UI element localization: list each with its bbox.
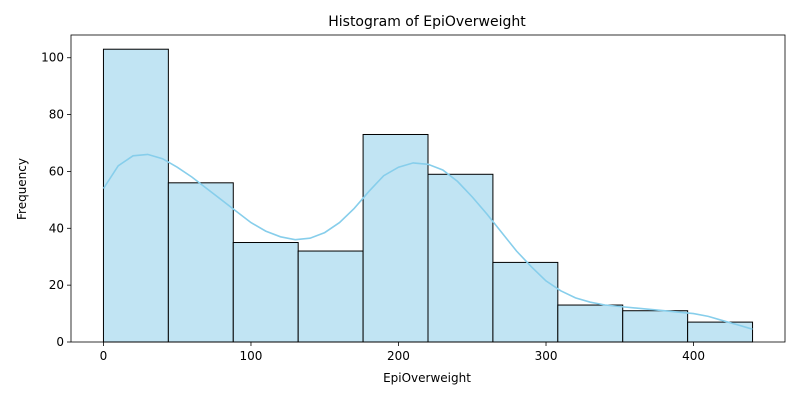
- histogram-bar: [102, 48, 169, 343]
- histogram-bar: [362, 133, 429, 343]
- y-tick-label: 40: [49, 221, 64, 235]
- chart-title: Histogram of EpiOverweight: [328, 14, 526, 30]
- histogram-bar: [297, 250, 364, 343]
- y-tick-label: 60: [49, 164, 64, 178]
- histogram-bar: [622, 310, 689, 343]
- histogram-bar: [427, 173, 494, 343]
- histogram-bar: [167, 182, 234, 343]
- histogram-bar: [557, 304, 624, 343]
- kde-curve: [102, 153, 753, 330]
- histogram-bars: [102, 48, 754, 343]
- y-tick-label: 0: [56, 335, 64, 349]
- y-tick-label: 100: [41, 51, 64, 65]
- histogram-bar: [687, 321, 754, 343]
- y-tick-label: 20: [49, 278, 64, 292]
- x-axis-ticks: 0 100 200 300 400: [100, 342, 705, 363]
- plot-area-frame: [70, 34, 786, 343]
- x-tick-label: 300: [535, 349, 558, 363]
- x-tick-label: 0: [100, 349, 108, 363]
- histogram-bar: [492, 261, 559, 343]
- y-axis-ticks: 0 20 40 60 80 100: [41, 51, 71, 349]
- y-axis-label: Frequency: [15, 158, 29, 220]
- y-tick-label: 80: [49, 108, 64, 122]
- x-tick-label: 400: [682, 349, 705, 363]
- x-tick-label: 200: [387, 349, 410, 363]
- x-tick-label: 100: [240, 349, 263, 363]
- histogram-bar: [232, 242, 299, 343]
- x-axis-label: EpiOverweight: [383, 371, 471, 385]
